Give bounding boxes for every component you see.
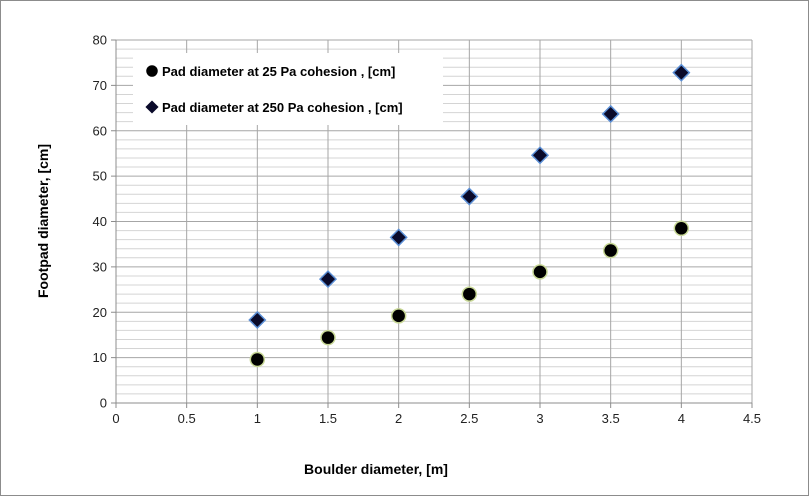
data-point-diamond (318, 270, 338, 289)
y-tick-label: 50 (93, 169, 107, 184)
y-tick-label: 20 (93, 305, 107, 320)
x-tick-label: 2.5 (460, 411, 478, 426)
series-1 (249, 220, 690, 368)
data-point-diamond (248, 310, 267, 330)
x-tick-label: 3 (536, 411, 543, 426)
axes (111, 39, 753, 408)
legend-marker-1 (146, 65, 158, 77)
x-tick-label: 4.5 (743, 411, 761, 426)
y-axis-title: Footpad diameter, [cm] (35, 144, 51, 298)
x-tick-label: 0.5 (178, 411, 196, 426)
data-point-diamond (460, 187, 479, 206)
x-tick-label: 1 (254, 411, 261, 426)
legend-label-2: Pad diameter at 250 Pa cohesion , [cm] (162, 100, 403, 115)
y-tick-label: 0 (100, 396, 107, 411)
legend-marker-2 (145, 100, 159, 114)
data-point-circle (320, 329, 336, 346)
x-tick-label: 0 (112, 411, 119, 426)
x-tick-label: 2 (395, 411, 402, 426)
data-point-circle (602, 242, 619, 259)
y-tick-label: 40 (93, 214, 107, 229)
x-axis-title: Boulder diameter, [m] (304, 461, 448, 477)
data-point-circle (532, 264, 548, 280)
x-tick-label: 4 (678, 411, 685, 426)
data-point-circle (249, 351, 266, 368)
data-point-diamond (530, 146, 550, 165)
y-tick-label: 30 (93, 259, 107, 274)
data-point-diamond (672, 63, 691, 82)
legend-box (133, 53, 443, 125)
legend: Pad diameter at 25 Pa cohesion , [cm] Pad… (133, 53, 443, 125)
data-point-diamond (601, 104, 620, 124)
y-tick-labels: 0 10 20 30 40 50 60 70 80 (93, 33, 107, 411)
data-point-circle (461, 286, 478, 302)
x-tick-label: 1.5 (319, 411, 337, 426)
y-tick-label: 80 (93, 33, 107, 48)
data-point-diamond (389, 228, 408, 247)
grid-lines (116, 39, 753, 403)
data-point-circle (673, 220, 690, 237)
x-tick-label: 3.5 (602, 411, 620, 426)
data-point-circle (390, 308, 407, 324)
legend-label-1: Pad diameter at 25 Pa cohesion , [cm] (162, 64, 395, 79)
x-tick-labels: 0 0.5 1 1.5 2 2.5 3 3.5 4 4.5 (112, 411, 761, 426)
y-tick-label: 60 (93, 123, 107, 138)
y-tick-label: 70 (93, 78, 107, 93)
y-tick-label: 10 (93, 350, 107, 365)
data-points (248, 63, 691, 368)
series-2 (248, 63, 691, 330)
